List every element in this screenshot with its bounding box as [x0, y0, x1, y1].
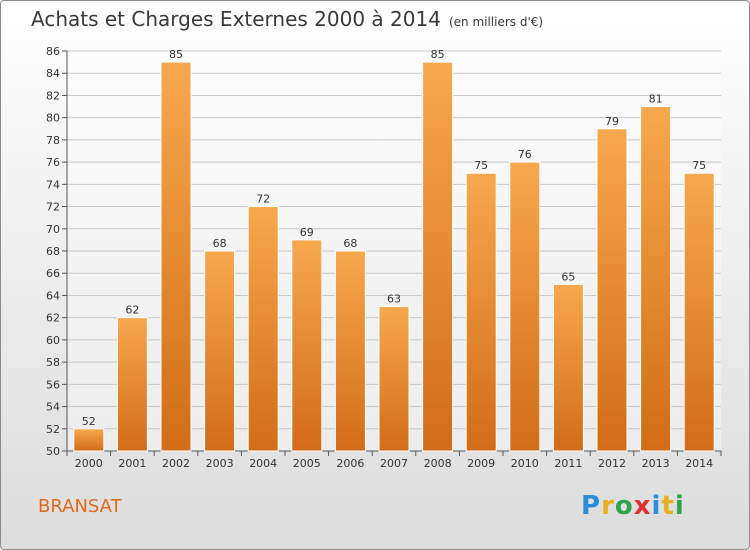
data-label-2007: 63 — [387, 293, 401, 306]
bar-2000 — [73, 428, 105, 452]
data-label-2001: 62 — [125, 304, 139, 317]
bar-2009 — [465, 172, 497, 452]
x-tick-label: 2006 — [336, 457, 364, 470]
data-label-2002: 85 — [169, 48, 183, 61]
x-tick-label: 2010 — [511, 457, 539, 470]
y-tick-label: 82 — [46, 89, 60, 102]
bar-2007 — [378, 306, 410, 452]
x-tick-label: 2009 — [467, 457, 495, 470]
data-label-2009: 75 — [474, 159, 488, 172]
chart-subtitle: (en milliers d'€) — [448, 15, 544, 29]
y-tick-label: 64 — [46, 289, 60, 302]
data-label-2010: 76 — [518, 148, 532, 161]
data-label-2005: 69 — [300, 226, 314, 239]
logo-letter: r — [601, 491, 615, 521]
bar-2008 — [422, 61, 454, 452]
data-label-2004: 72 — [256, 193, 270, 206]
x-tick-label: 2003 — [206, 457, 234, 470]
y-tick-label: 66 — [46, 267, 60, 280]
x-tick-label: 2011 — [554, 457, 582, 470]
x-tick-label: 2008 — [424, 457, 452, 470]
y-tick-label: 62 — [46, 312, 60, 325]
x-tick-label: 2014 — [685, 457, 713, 470]
y-tick-label: 80 — [46, 112, 60, 125]
data-label-2013: 81 — [649, 93, 663, 106]
data-label-2003: 68 — [213, 237, 227, 250]
logo-letter: t — [661, 491, 675, 521]
data-label-2000: 52 — [82, 415, 96, 428]
y-tick-label: 74 — [46, 178, 60, 191]
location-label: BRANSAT — [38, 496, 122, 517]
y-tick-label: 86 — [46, 45, 60, 58]
y-tick-label: 76 — [46, 156, 60, 169]
y-tick-label: 78 — [46, 134, 60, 147]
data-label-2012: 79 — [605, 115, 619, 128]
y-tick-label: 60 — [46, 334, 60, 347]
bar-2003 — [204, 250, 236, 452]
x-tick-label: 2012 — [598, 457, 626, 470]
bars — [73, 61, 715, 452]
logo-letter: i — [674, 491, 685, 521]
y-tick-label: 70 — [46, 223, 60, 236]
y-tick-label: 50 — [46, 445, 60, 458]
logo-letter: x — [633, 491, 652, 521]
bar-2012 — [596, 128, 628, 452]
data-label-2011: 65 — [561, 270, 575, 283]
data-label-2014: 75 — [692, 159, 706, 172]
y-tick-label: 58 — [46, 356, 60, 369]
y-tick-label: 68 — [46, 245, 60, 258]
bar-2014 — [683, 172, 715, 452]
logo-letter: P — [581, 491, 602, 521]
logo-letter: i — [651, 491, 662, 521]
x-tick-label: 2005 — [293, 457, 321, 470]
chart-title: Achats et Charges Externes 2000 à 2014 (e… — [31, 7, 543, 31]
x-tick-label: 2002 — [162, 457, 190, 470]
bar-2002 — [160, 61, 192, 452]
chart-title-text: Achats et Charges Externes 2000 à 2014 — [31, 7, 441, 31]
bar-2011 — [552, 283, 584, 452]
y-tick-label: 52 — [46, 423, 60, 436]
x-tick-label: 2001 — [118, 457, 146, 470]
proxiti-logo[interactable]: Proxiti — [581, 491, 685, 521]
y-tick-label: 84 — [46, 67, 60, 80]
bar-2006 — [334, 250, 366, 452]
data-labels: 52 62 85 68 72 69 68 63 85 75 76 65 79 81 75 — [82, 48, 706, 428]
data-label-2006: 68 — [343, 237, 357, 250]
axes: 50 52 54 56 58 60 62 64 66 68 70 72 74 76 78 80 82 84 86 20… — [46, 45, 722, 470]
logo-letter: o — [614, 491, 634, 521]
x-tick-label: 2004 — [249, 457, 277, 470]
data-label-2008: 85 — [431, 48, 445, 61]
bar-2004 — [247, 206, 279, 452]
x-tick-label: 2013 — [642, 457, 670, 470]
bar-2001 — [116, 317, 148, 452]
bar-2010 — [509, 161, 541, 452]
bar-2005 — [291, 239, 323, 452]
y-tick-label: 56 — [46, 378, 60, 391]
bar-2013 — [640, 106, 672, 452]
y-tick-label: 72 — [46, 201, 60, 214]
x-tick-label: 2000 — [75, 457, 103, 470]
x-tick-label: 2007 — [380, 457, 408, 470]
y-tick-label: 54 — [46, 401, 60, 414]
